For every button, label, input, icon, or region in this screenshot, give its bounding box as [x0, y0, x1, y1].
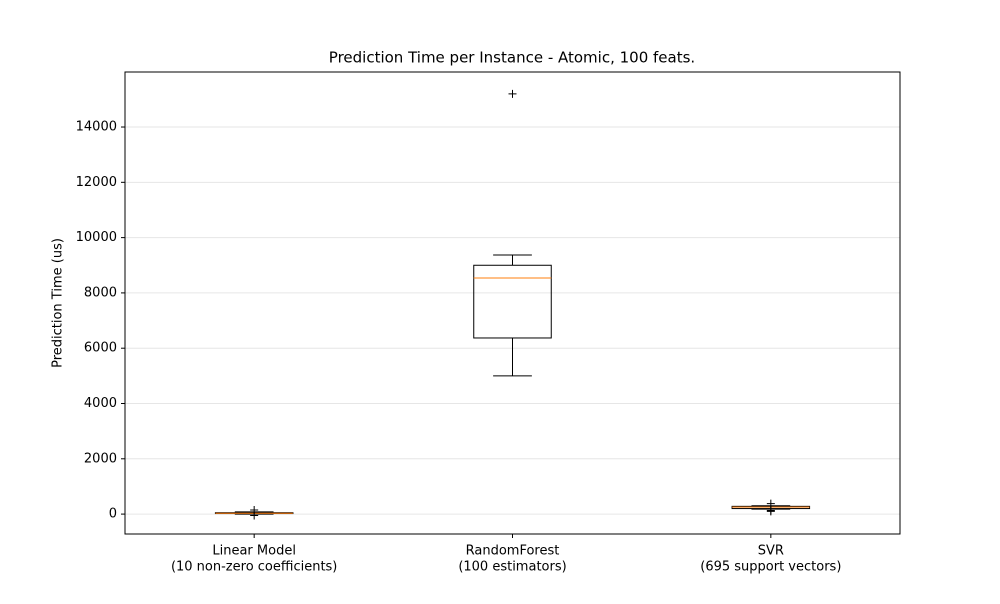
y-tick-label: 8000 — [84, 285, 117, 300]
y-tick-label: 10000 — [76, 230, 117, 245]
flier — [508, 89, 517, 98]
y-axis-label: Prediction Time (us) — [51, 238, 66, 368]
y-tick-label: 12000 — [76, 175, 117, 190]
plot-frame — [124, 71, 901, 535]
y-tick-label: 14000 — [76, 120, 117, 135]
y-tick-label: 0 — [109, 507, 117, 522]
flier — [250, 511, 259, 520]
y-tick-label: 2000 — [84, 451, 117, 466]
chart-title: Prediction Time per Instance - Atomic, 1… — [329, 49, 695, 67]
y-tick-label: 4000 — [84, 396, 117, 411]
x-tick-label: (100 estimators) — [458, 560, 566, 575]
x-tick-label: RandomForest — [466, 544, 560, 559]
flier — [766, 506, 775, 515]
x-tick-label: (10 non-zero coefficients) — [171, 560, 337, 575]
x-tick-label: SVR — [758, 544, 784, 559]
box — [473, 264, 552, 339]
x-tick-label: (695 support vectors) — [700, 560, 841, 575]
flier — [766, 499, 775, 508]
y-tick-label: 6000 — [84, 341, 117, 356]
x-tick-label: Linear Model — [212, 544, 296, 559]
